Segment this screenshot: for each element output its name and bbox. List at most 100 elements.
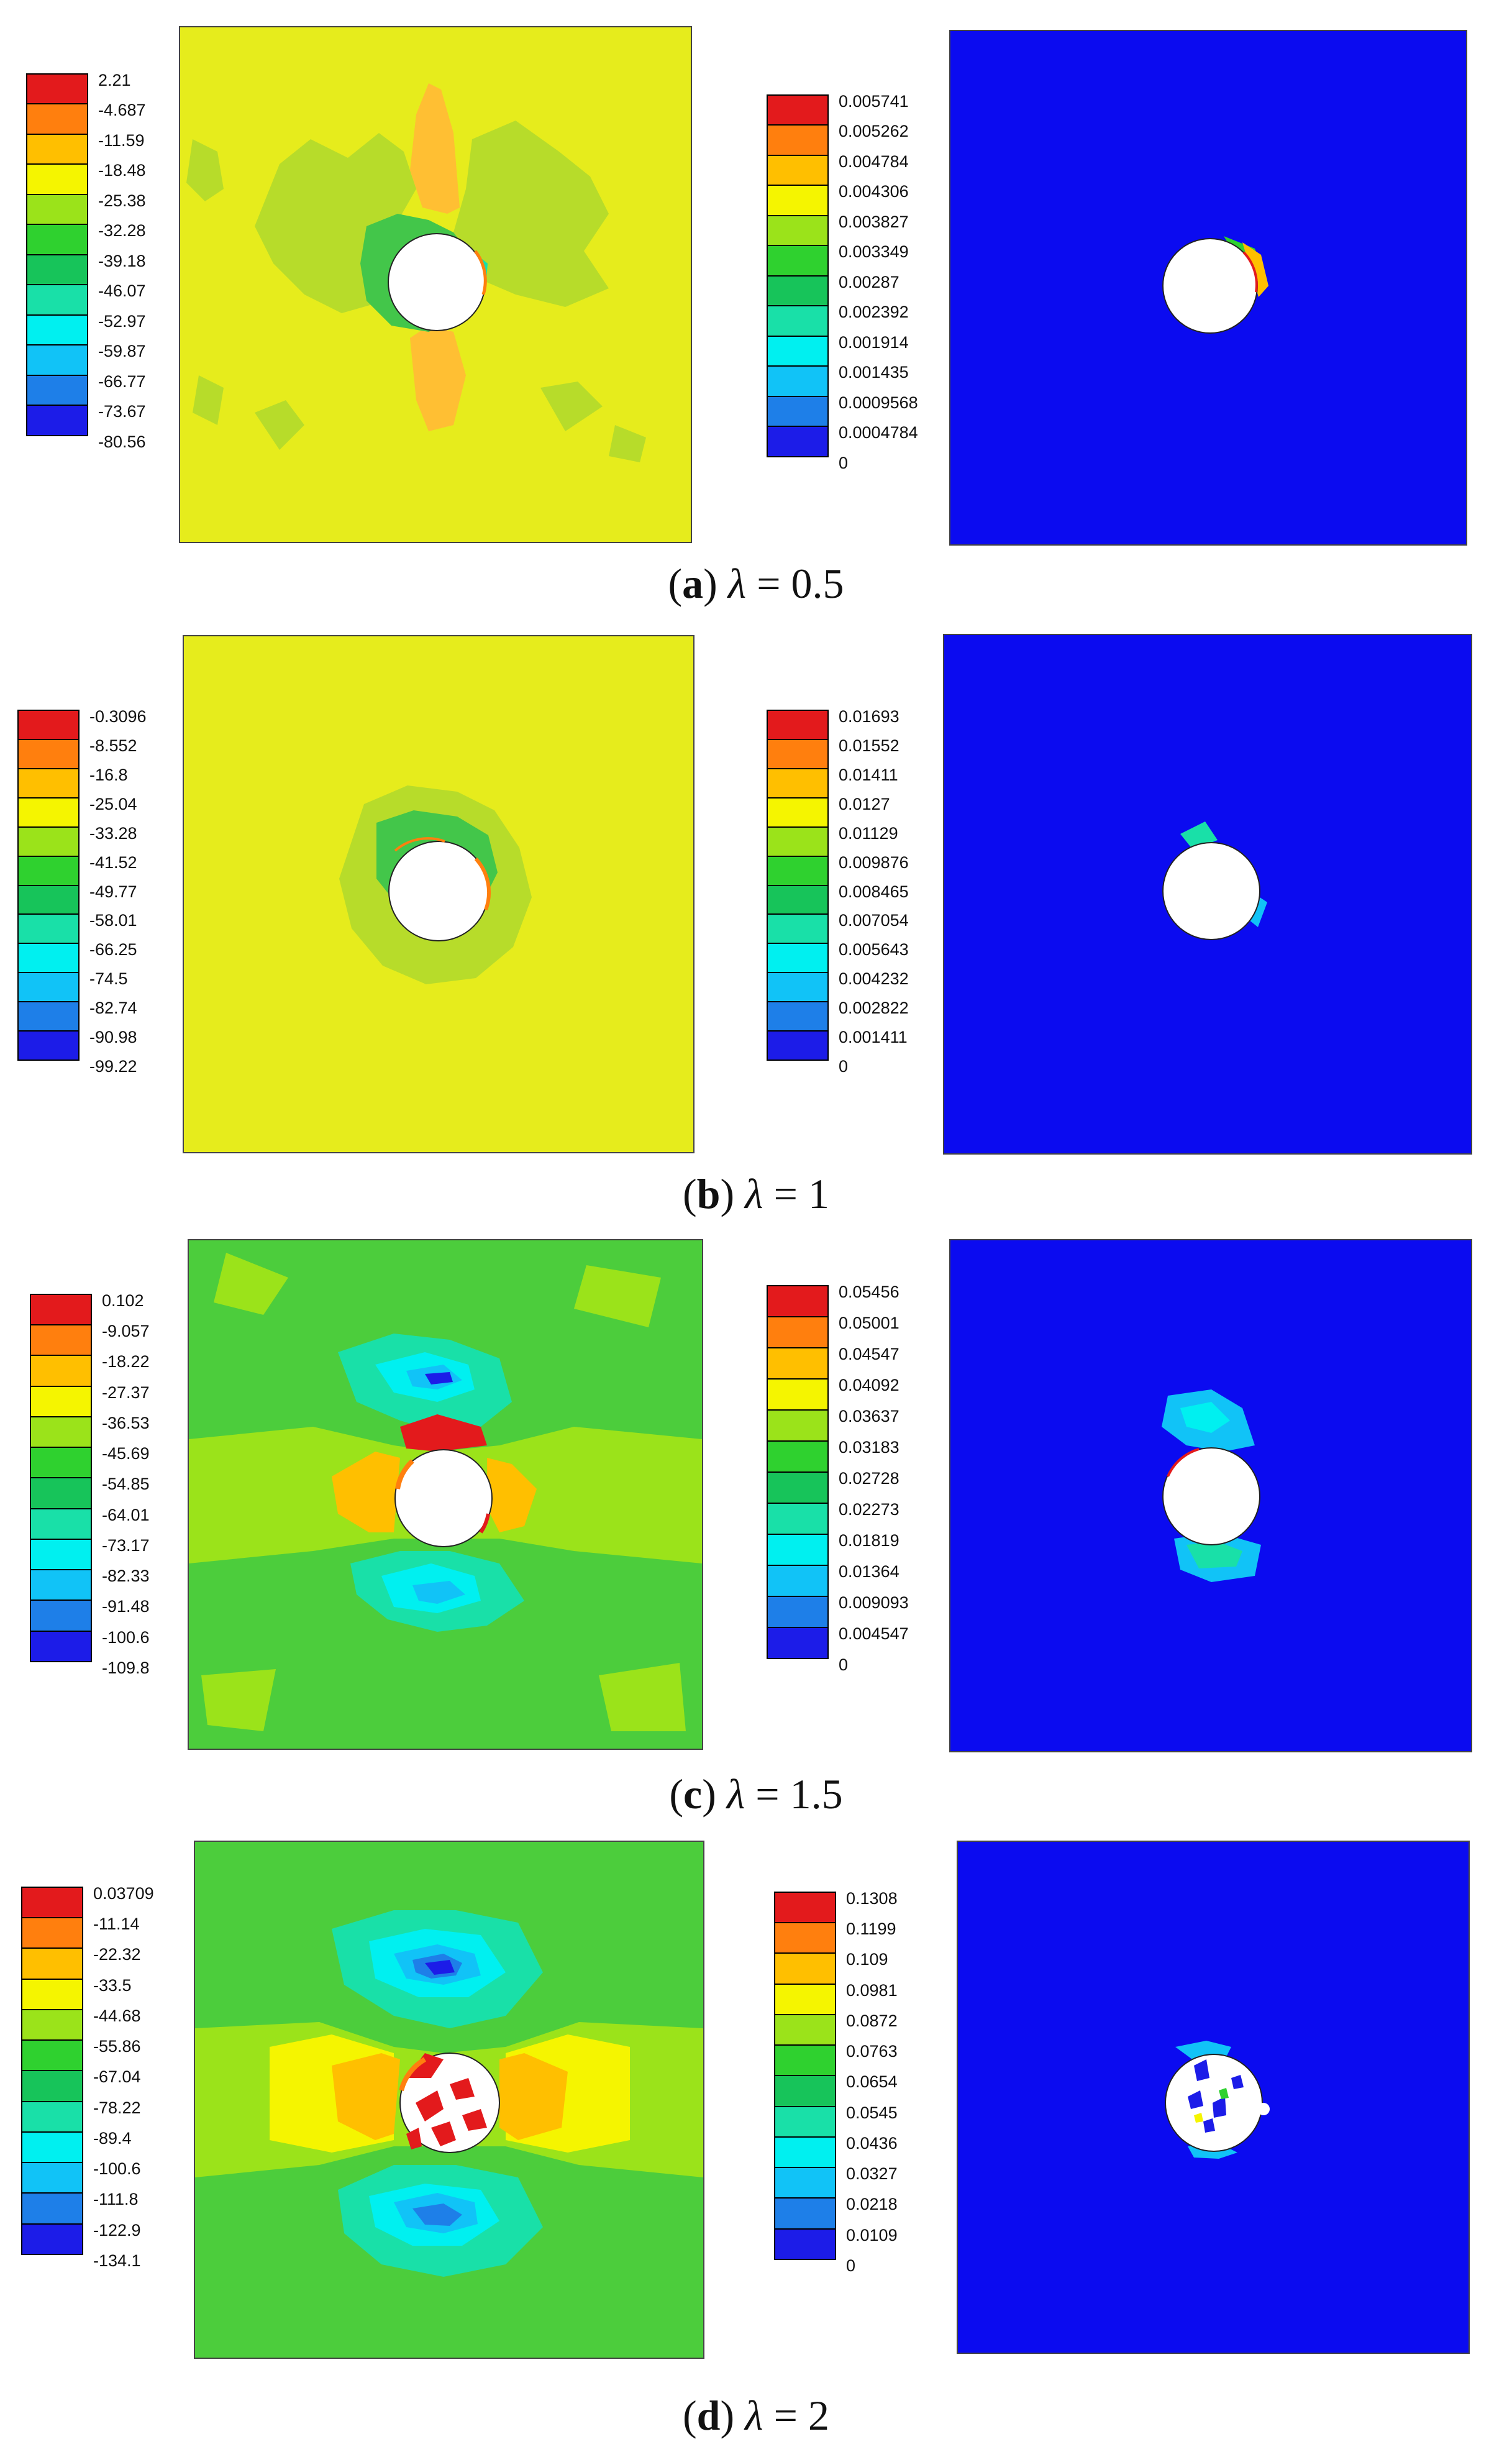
legend-label: 0.001411 (839, 1028, 908, 1047)
legend-swatch (17, 855, 80, 886)
legend-label: -8.552 (89, 736, 137, 755)
legend-swatch (767, 1378, 829, 1411)
legend-label: -109.8 (102, 1658, 150, 1677)
damage-contour-panel-c (949, 1239, 1472, 1752)
legend-label: 0.00287 (839, 272, 899, 291)
damage-legend-d: 0.1308 0.1199 0.109 0.0981 0.0872 0.0763 0.065… (774, 1889, 936, 2289)
legend-swatch (767, 1471, 829, 1504)
legend-label: -18.22 (102, 1352, 150, 1371)
legend-swatch (774, 2228, 836, 2260)
legend-label: 0.05001 (839, 1314, 899, 1332)
legend-swatch (17, 1030, 80, 1061)
stress-contour-panel-b (183, 635, 695, 1153)
legend-label: 0.001435 (839, 363, 909, 382)
legend-label: -90.98 (89, 1028, 137, 1047)
legend-label: -73.67 (98, 402, 146, 421)
legend-swatch (767, 1440, 829, 1473)
damage-legend-c: 0.05456 0.05001 0.04547 0.04092 0.03637 0.031… (767, 1283, 947, 1689)
legend-label: -32.28 (98, 221, 146, 240)
damage-contour-panel-b (943, 634, 1472, 1155)
legend-label: -45.69 (102, 1444, 150, 1463)
legend-label: -74.5 (89, 969, 128, 989)
legend-swatch (767, 395, 829, 428)
stress-contour-panel-a (179, 26, 692, 543)
legend-swatch (17, 913, 80, 945)
legend-swatch (767, 1565, 829, 1597)
legend-label: 0.0218 (846, 2195, 898, 2214)
legend-label: -73.17 (102, 1535, 150, 1555)
legend-label: 0.03183 (839, 1438, 899, 1457)
legend-label: 0.01693 (839, 707, 899, 726)
legend-swatch (30, 1294, 92, 1326)
legend-label: -134.1 (93, 2251, 141, 2270)
legend-swatch (17, 767, 80, 799)
legend-label: 0.008465 (839, 882, 909, 901)
legend-label: -91.48 (102, 1597, 150, 1616)
caption-d: (d) λ = 2 (683, 2392, 829, 2439)
damage-contour-panel-a (949, 30, 1467, 546)
legend-swatch (774, 2197, 836, 2230)
legend-label: 0.0436 (846, 2133, 898, 2153)
legend-label: -11.59 (98, 130, 145, 150)
legend-label: -66.77 (98, 372, 146, 391)
legend-label: 0.004547 (839, 1624, 909, 1643)
legend-swatch (21, 1917, 83, 1949)
legend-label: 0.01411 (839, 765, 898, 784)
legend-label: 0.001914 (839, 332, 909, 352)
legend-swatch (774, 1983, 836, 2015)
legend-label: -33.5 (93, 1975, 132, 1995)
legend-swatch (26, 284, 88, 316)
legend-label: 0.05456 (839, 1283, 899, 1301)
legend-label: 0.003827 (839, 212, 909, 231)
legend-label: -9.057 (102, 1322, 150, 1341)
legend-swatch (26, 314, 88, 346)
legend-swatch (767, 767, 829, 799)
legend-swatch (767, 94, 829, 126)
legend-swatch (26, 193, 88, 226)
legend-swatch (26, 163, 88, 195)
legend-swatch (774, 1922, 836, 1954)
legend-label: 0.109 (846, 1950, 888, 1969)
caption-c: (c) λ = 1.5 (669, 1770, 843, 1818)
legend-label: 0.1308 (846, 1889, 898, 1908)
legend-label: -89.4 (93, 2128, 132, 2148)
legend-label: 0.03637 (839, 1407, 899, 1425)
legend-label: -22.32 (93, 1945, 141, 1964)
legend-label: -46.07 (98, 281, 146, 301)
legend-swatch (21, 1947, 83, 1980)
legend-swatch (30, 1630, 92, 1662)
legend-swatch (17, 826, 80, 857)
caption-b: (b) λ = 1 (683, 1170, 829, 1217)
legend-label: 0.01552 (839, 736, 899, 755)
legend-label: -25.04 (89, 794, 137, 813)
legend-swatch (30, 1538, 92, 1571)
legend-label: 0 (839, 453, 849, 472)
stress-contour-panel-d (194, 1841, 704, 2359)
legend-label: 0.0981 (846, 1980, 898, 2000)
legend-swatch (21, 2100, 83, 2133)
legend-label: 0.102 (102, 1291, 144, 1310)
legend-swatch (767, 826, 829, 857)
legend-swatch (26, 133, 88, 165)
legend-label: 0.04092 (839, 1376, 899, 1394)
damage-legend-b: 0.01693 0.01552 0.01411 0.0127 0.01129 0.0098… (767, 707, 947, 1089)
legend-label: 0.1199 (846, 1920, 896, 1939)
stress-contour-panel-c (188, 1239, 703, 1750)
legend-label: 0.0327 (846, 2164, 898, 2184)
legend-label: -58.01 (89, 911, 137, 930)
legend-swatch (767, 365, 829, 397)
legend-swatch (21, 2070, 83, 2102)
legend-swatch (767, 1030, 829, 1061)
legend-swatch (30, 1569, 92, 1601)
legend-label: -27.37 (102, 1383, 150, 1402)
legend-swatch (767, 1347, 829, 1380)
legend-label: 0.0763 (846, 2042, 898, 2061)
legend-swatch (21, 2039, 83, 2072)
legend-label: 0.01129 (839, 823, 898, 843)
legend-swatch (767, 710, 829, 740)
legend-swatch (767, 124, 829, 156)
legend-label: 0.005262 (839, 122, 909, 141)
stress-legend-d: 0.03709 -11.14 -22.32 -33.5 -44.68 -55.86 -67.… (21, 1885, 183, 2284)
legend-swatch (17, 738, 80, 769)
legend-label: -55.86 (93, 2037, 141, 2056)
